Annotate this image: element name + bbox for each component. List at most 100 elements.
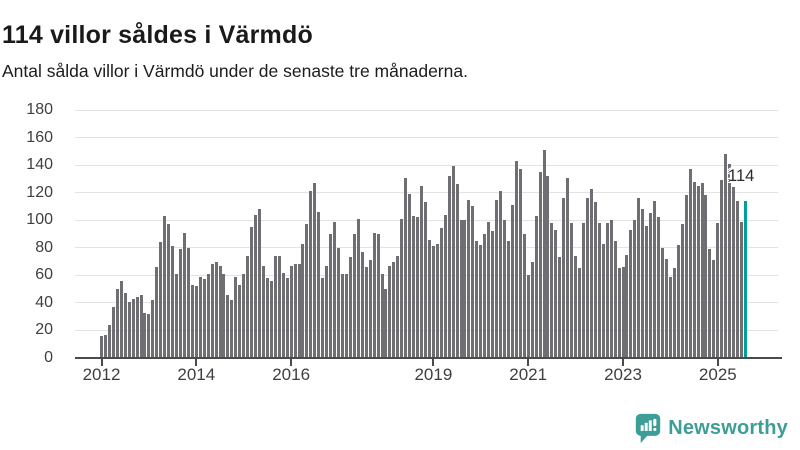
bar: [254, 215, 258, 358]
bar: [475, 241, 479, 358]
bar: [230, 300, 234, 358]
bar: [186, 248, 190, 358]
bar: [684, 195, 688, 358]
bar: [534, 216, 538, 358]
bar: [337, 248, 341, 358]
bar: [135, 297, 139, 358]
x-axis-line: [75, 357, 782, 359]
page-title: 114 villor såldes i Värmdö: [2, 20, 313, 49]
x-axis-label: 2023: [604, 365, 642, 384]
bar: [139, 295, 143, 358]
bar: [297, 264, 301, 358]
bar: [281, 273, 285, 358]
bar: [625, 255, 629, 358]
bar: [582, 223, 585, 358]
bar: [542, 150, 546, 358]
bar: [265, 278, 269, 358]
bar: [329, 234, 333, 358]
gridline: [75, 192, 778, 194]
bar: [206, 274, 210, 358]
bar: [107, 325, 111, 358]
bar: [506, 241, 510, 358]
bar: [518, 169, 522, 358]
newsworthy-icon: [636, 413, 661, 444]
bar: [740, 222, 744, 358]
bar: [712, 260, 716, 358]
bar: [420, 186, 424, 358]
bar: [641, 209, 645, 358]
bar: [514, 161, 518, 358]
bar: [578, 268, 582, 358]
bar: [435, 244, 439, 358]
bar: [309, 191, 313, 358]
bar: [661, 248, 665, 358]
bar: [372, 233, 376, 358]
bar: [704, 195, 708, 358]
bar: [676, 245, 680, 358]
bar: [412, 216, 416, 358]
bar: [483, 234, 487, 358]
bar: [261, 266, 265, 358]
bar: [392, 262, 396, 358]
bar: [325, 266, 329, 358]
bar: [510, 205, 514, 358]
bar: [380, 274, 384, 358]
bar: [668, 277, 672, 358]
bar: [617, 268, 621, 358]
year-tick: [716, 359, 719, 366]
bar: [522, 234, 526, 358]
bar: [629, 230, 633, 358]
bar: [562, 198, 566, 358]
bar: [356, 219, 360, 358]
bar: [163, 216, 167, 358]
year-tick: [527, 359, 530, 366]
highlight-value-label: 114: [728, 167, 755, 185]
bar: [127, 302, 131, 358]
bar: [115, 289, 119, 358]
gridline: [75, 137, 778, 139]
y-axis-label: 20: [35, 321, 53, 339]
bar: [637, 198, 641, 358]
bar: [155, 267, 159, 358]
year-tick: [290, 359, 293, 366]
gridline: [75, 164, 778, 166]
bar: [348, 257, 352, 358]
bar: [605, 223, 609, 358]
bar: [471, 206, 475, 358]
bar: [495, 200, 499, 358]
y-axis-label: 40: [35, 293, 53, 311]
bar: [530, 262, 534, 358]
bar: [238, 285, 242, 358]
bar: [277, 256, 281, 358]
bar: [463, 220, 467, 358]
bar: [143, 313, 147, 358]
x-axis-label: 2014: [177, 365, 216, 384]
bar: [376, 234, 380, 358]
bar: [680, 224, 684, 358]
bar: [645, 226, 649, 358]
bar: [724, 154, 728, 358]
bar: [167, 224, 171, 358]
bar: [593, 202, 597, 358]
bar: [182, 233, 186, 358]
bar: [732, 187, 736, 358]
bar: [570, 223, 574, 358]
bar: [171, 246, 175, 358]
bar: [179, 249, 183, 358]
bar: [250, 227, 254, 358]
x-axis-label: 2012: [82, 365, 121, 384]
bar: [352, 234, 356, 358]
bar: [720, 180, 724, 358]
bar: [202, 279, 206, 358]
bar: [431, 246, 435, 358]
x-axis-label: 2025: [698, 365, 737, 384]
bar: [222, 274, 226, 358]
bar: [147, 314, 151, 358]
bar: [633, 220, 637, 358]
bar: [269, 281, 273, 358]
highlight-bar: [744, 201, 747, 358]
bar: [546, 176, 550, 358]
bar: [384, 289, 388, 358]
y-axis-label: 60: [35, 266, 53, 284]
bar: [396, 256, 400, 358]
